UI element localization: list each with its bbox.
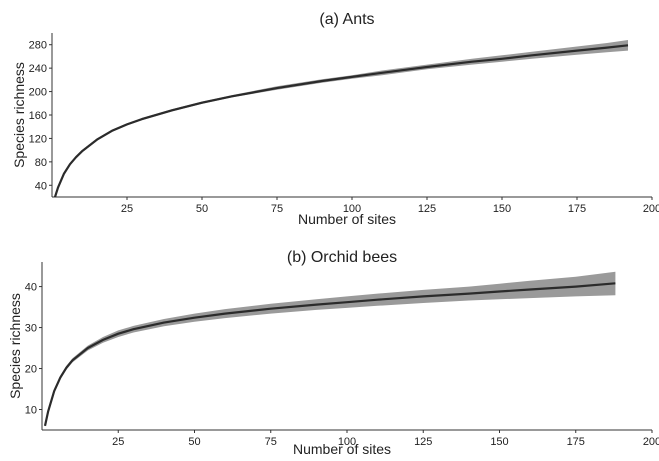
x-tick-label: 175 [567,436,585,448]
y-tick-label: 280 [29,40,47,52]
x-tick-label: 125 [418,203,436,215]
y-tick-label: 200 [29,87,47,99]
chart-panel-b: (b) Orchid bees 25 50 75 100 125 150 175 200 10 20… [7,249,659,457]
y-tick-label: 10 [25,405,37,417]
x-tick-label: 150 [490,436,508,448]
x-tick-label: 25 [112,436,124,448]
x-axis-label: Number of sites [298,211,396,227]
chart-title: (b) Orchid bees [287,249,397,266]
x-tick-label: 200 [643,203,659,215]
chart-title: (a) Ants [319,11,374,28]
y-tick-label: 20 [25,364,37,376]
accumulation-curve [53,44,629,198]
x-tick-label: 200 [643,436,659,448]
confidence-band [45,271,616,426]
y-tick-label: 40 [25,282,37,294]
y-tick-label: 160 [29,110,47,122]
x-tick-label: 25 [121,203,133,215]
x-tick-label: 175 [568,203,586,215]
x-tick-label: 100 [343,203,361,215]
y-axis-label: Species richness [11,62,27,168]
y-tick-label: 30 [25,323,37,335]
y-tick-label: 40 [35,180,47,192]
x-tick-label: 75 [271,203,283,215]
chart-panel-a: (a) Ants 25 50 75 100 125 150 175 200 40 80 120 160 2… [11,11,659,227]
x-tick-label: 75 [265,436,277,448]
y-tick-label: 80 [35,157,47,169]
y-tick-label: 120 [29,133,47,145]
accumulation-curve [43,282,616,427]
x-tick-label: 50 [196,203,208,215]
x-tick-label: 125 [414,436,432,448]
x-axis-label: Number of sites [293,441,391,457]
x-tick-label: 100 [338,436,356,448]
x-tick-label: 50 [188,436,200,448]
x-tick-label: 150 [493,203,511,215]
y-axis-label: Species richness [7,293,23,399]
y-tick-label: 240 [29,63,47,75]
